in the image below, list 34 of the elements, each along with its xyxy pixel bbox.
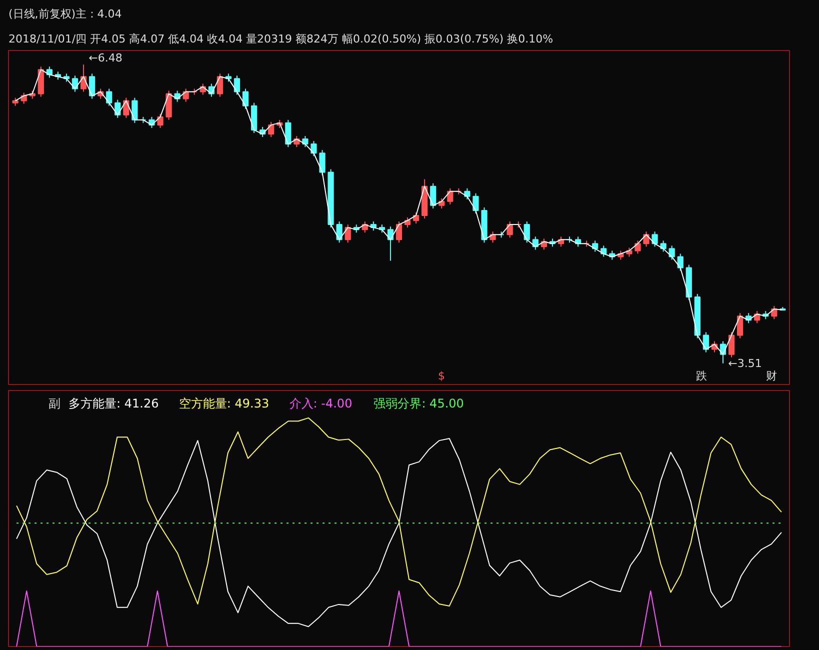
annotation: ←6.48 [88, 52, 122, 65]
candlestick [464, 188, 470, 200]
candlestick [702, 332, 709, 353]
chart-subtitle: 2018/11/01/四 开4.05 高4.07 低4.04 收4.04 量20319 额824万 幅0.02(0.50%) 振0.03(0.75%) 换0.10% [8, 32, 554, 46]
candlestick [412, 212, 420, 224]
candlestick [677, 253, 684, 272]
candlestick [89, 73, 96, 100]
candlestick [728, 332, 735, 358]
chart-title: 副 [48, 396, 60, 410]
candlestick [242, 88, 249, 110]
text: 多方能量: 41.26 [68, 396, 159, 410]
candlestick [302, 136, 308, 148]
candlestick [216, 73, 224, 98]
candlestick [157, 113, 164, 128]
candlestick [472, 192, 479, 214]
annotation: ←3.51 [728, 356, 762, 370]
candlestick [166, 90, 172, 120]
candlestick [234, 75, 240, 96]
candlestick [668, 245, 675, 260]
annotation: 财 [766, 370, 778, 382]
candlestick [310, 140, 317, 157]
candlestick [736, 312, 744, 339]
candlestick [524, 221, 530, 244]
candlestick [634, 240, 641, 254]
series-label: 空方能量: 49.33 [178, 396, 270, 410]
annotation: $ [438, 370, 446, 382]
candlestick [182, 88, 189, 102]
text: 介入: -4.00 [289, 396, 352, 410]
annotation: 跌 [696, 370, 707, 382]
text: 强弱分界: 45.00 [374, 396, 464, 410]
candlestick [396, 221, 402, 244]
candlestick [652, 231, 658, 248]
candlestick [106, 88, 112, 106]
chart-title: (日线,前复权)主 : 4.04 [8, 8, 122, 20]
